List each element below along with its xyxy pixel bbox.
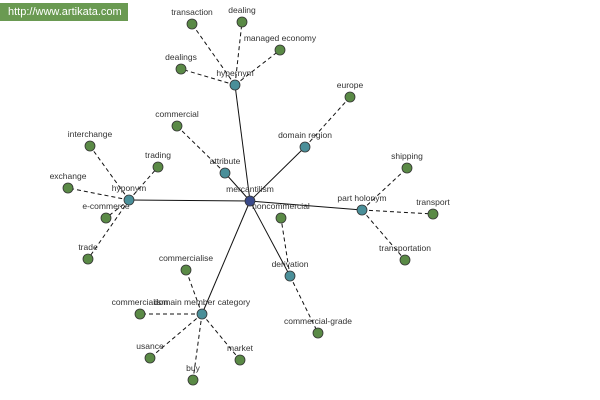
leaf-node [187,374,199,386]
relation-edge [234,84,251,202]
leaf-edge [185,269,203,315]
leaf-node-label: exchange [50,171,87,181]
leaf-node-label: usance [136,341,164,351]
leaf-edge [304,96,351,148]
leaf-node [171,120,183,132]
leaf-edge [361,209,406,261]
relation-node [229,79,241,91]
leaf-node [82,253,94,265]
leaf-edge [191,23,236,86]
leaf-edge [234,21,243,86]
relation-edge [249,200,363,211]
relation-node-label: attribute [210,156,241,166]
leaf-node-label: commercial [155,109,199,119]
relation-node [123,194,135,206]
leaf-edge [361,209,434,215]
leaf-node-label: transportation [379,243,431,253]
leaf-node-label: commercialise [159,253,214,263]
leaf-edge [149,313,203,359]
leaf-node-label: buy [186,363,200,373]
leaf-edge [201,313,241,361]
relation-node [299,141,311,153]
leaf-node-label: managed economy [244,33,317,43]
leaf-edge [280,217,291,277]
leaf-node-label: shipping [391,151,423,161]
relation-node-label: domain region [278,130,332,140]
leaf-node [175,63,187,75]
leaf-node [84,140,96,152]
relation-node [196,308,208,320]
relation-node-label: part holonym [337,193,386,203]
center-node [244,195,256,207]
leaf-node-label: trade [78,242,98,252]
leaf-node [236,16,248,28]
leaf-node-label: transaction [171,7,213,17]
watermark: http://www.artikata.com [0,3,128,21]
leaf-edge [180,68,236,86]
leaf-node-label: market [227,343,254,353]
leaf-node [62,182,74,194]
leaf-edge [361,167,408,211]
leaf-edge [234,49,281,86]
leaf-node [275,212,287,224]
relation-node-label: derivation [272,259,309,269]
leaf-node [344,91,356,103]
leaf-node-label: interchange [68,129,113,139]
leaf-node-label: noncommercial [252,201,310,211]
relation-edge [249,200,291,277]
leaf-node-label: transport [416,197,450,207]
relation-node-label: hypernym [216,68,253,78]
center-node-label: mercantilism [226,184,274,194]
relation-node [219,167,231,179]
leaf-node [186,18,198,30]
relation-edge [201,200,251,315]
leaf-edge [67,187,130,201]
leaf-node-label: commercialism [112,297,169,307]
leaf-edge [128,166,159,201]
relation-edge [224,172,251,202]
leaf-edge [289,275,319,334]
leaf-node-label: commercial-grade [284,316,352,326]
leaf-node [234,354,246,366]
leaf-node [399,254,411,266]
relation-node-label: hyponym [112,183,147,193]
leaf-node-label: dealing [228,5,256,15]
relation-edge [249,146,306,202]
leaf-node-label: europe [337,80,364,90]
leaf-node [152,161,164,173]
leaf-node-label: trading [145,150,171,160]
leaf-node [180,264,192,276]
leaf-node [312,327,324,339]
relation-node [356,204,368,216]
leaf-node [144,352,156,364]
leaf-node-label: e-commerce [82,201,130,211]
leaf-edge [87,199,130,260]
leaf-node [427,208,439,220]
relation-edge [128,199,251,202]
relation-node-label: domain member category [154,297,251,307]
leaf-node [100,212,112,224]
leaf-node [134,308,146,320]
leaf-node-label: dealings [165,52,197,62]
leaf-node [274,44,286,56]
leaf-node [401,162,413,174]
relation-node [284,270,296,282]
